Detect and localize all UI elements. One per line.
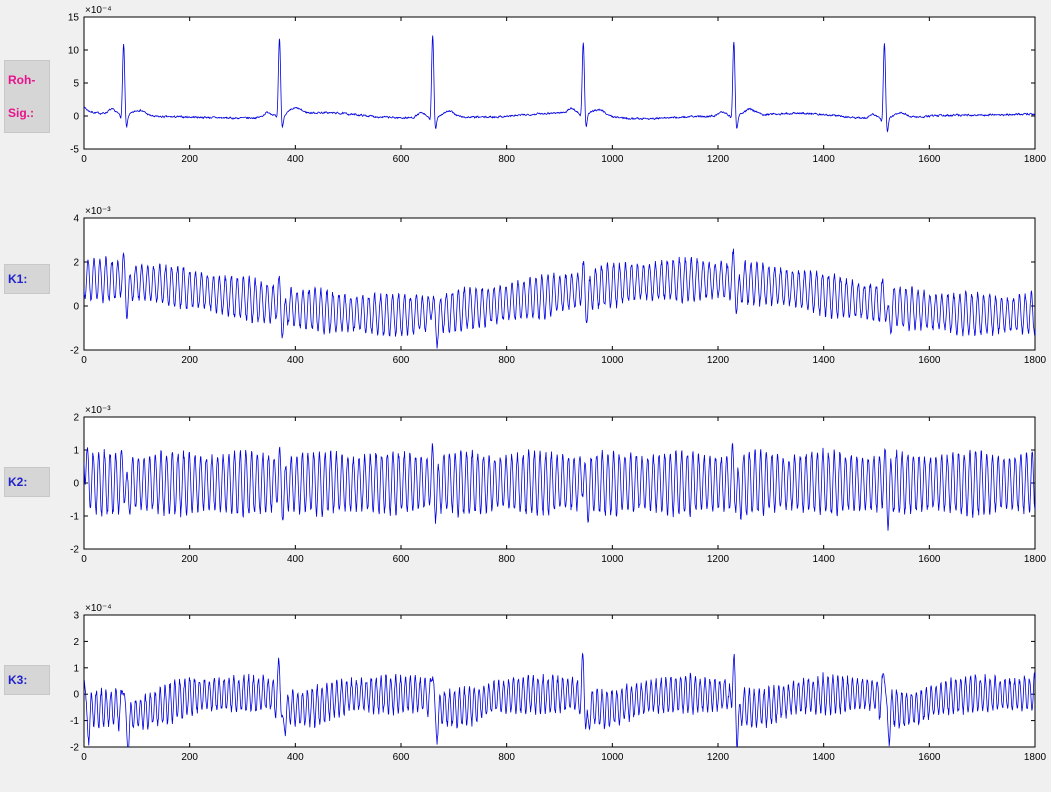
y-tick-label: 2 xyxy=(73,258,79,269)
x-tick-label: 1600 xyxy=(918,355,941,366)
y-tick-label: 2 xyxy=(73,413,79,424)
x-tick-label: 800 xyxy=(498,154,515,165)
x-tick-label: 200 xyxy=(181,554,198,565)
x-tick-label: 800 xyxy=(498,752,515,763)
x-tick-label: 0 xyxy=(81,154,87,165)
plot-area-k2 xyxy=(83,416,1036,550)
x-tick-label: 800 xyxy=(498,355,515,366)
x-tick-label: 1000 xyxy=(601,752,624,763)
x-tick-label: 1800 xyxy=(1024,554,1046,565)
y-tick-label: 0 xyxy=(73,690,79,701)
signal-trace-k2 xyxy=(84,442,1035,531)
x-tick-label: 600 xyxy=(393,355,410,366)
x-tick-label: 1200 xyxy=(707,154,730,165)
x-tick-label: 1800 xyxy=(1024,752,1046,763)
plot-area-k1 xyxy=(83,217,1036,351)
y-scale-label: ×10⁻³ xyxy=(85,206,111,217)
x-tick-label: 200 xyxy=(181,154,198,165)
y-tick-label: 1 xyxy=(73,663,79,674)
x-tick-label: 0 xyxy=(81,752,87,763)
x-tick-label: 400 xyxy=(287,554,304,565)
y-tick-label: 1 xyxy=(73,446,79,457)
y-scale-label: ×10⁻³ xyxy=(85,405,111,416)
label-k1: K1: xyxy=(4,264,50,294)
chart-k3: ×10⁻⁴ 0 200 400 600 800 1000 1200 1400 1600 1800 -2… xyxy=(70,603,1046,763)
label-roh-sig: Roh- Sig.: xyxy=(4,60,50,133)
y-tick-label: -2 xyxy=(70,743,79,754)
x-tick-label: 1800 xyxy=(1024,355,1046,366)
signal-trace-k3 xyxy=(84,652,1035,747)
chart-k1: ×10⁻³ 0 200 400 600 800 1000 1200 1400 1600 1800 -2… xyxy=(70,206,1046,366)
x-tick-label: 400 xyxy=(287,355,304,366)
x-tick-label: 200 xyxy=(181,752,198,763)
x-tick-label: 800 xyxy=(498,554,515,565)
y-tick-label: 3 xyxy=(73,611,79,622)
y-tick-label: -2 xyxy=(70,545,79,556)
x-tick-label: 1200 xyxy=(707,355,730,366)
x-tick-label: 600 xyxy=(393,154,410,165)
y-tick-label: 0 xyxy=(73,302,79,313)
label-k2: K2: xyxy=(4,467,50,497)
label-k3-text: K3: xyxy=(8,673,28,687)
y-tick-label: -2 xyxy=(70,346,79,357)
x-tick-label: 1600 xyxy=(918,554,941,565)
chart-k2: ×10⁻³ 0 200 400 600 800 1000 1200 1400 1600 1800 -2… xyxy=(70,405,1046,565)
x-tick-label: 400 xyxy=(287,154,304,165)
signal-trace-k1 xyxy=(84,248,1035,349)
x-tick-label: 1000 xyxy=(601,154,624,165)
x-tick-label: 1200 xyxy=(707,752,730,763)
plot-area-roh-signal xyxy=(83,16,1036,150)
y-tick-label: 10 xyxy=(68,46,80,57)
x-tick-label: 600 xyxy=(393,554,410,565)
x-tick-label: 0 xyxy=(81,355,87,366)
y-tick-label: -1 xyxy=(70,716,79,727)
x-tick-label: 200 xyxy=(181,355,198,366)
chart-roh-signal: ×10⁻⁴ 0 200 400 600 800 1000 1200 1400 1600 1800 -5… xyxy=(68,5,1046,165)
label-roh-line2: Sig.: xyxy=(8,106,34,121)
y-tick-label: 2 xyxy=(73,637,79,648)
y-tick-label: -5 xyxy=(70,145,79,156)
y-tick-label: -1 xyxy=(70,512,79,523)
y-tick-label: 5 xyxy=(73,79,79,90)
label-roh-line1: Roh- xyxy=(8,72,36,87)
x-tick-label: 1400 xyxy=(813,154,836,165)
x-tick-label: 1400 xyxy=(813,752,836,763)
y-tick-label: 0 xyxy=(73,479,79,490)
x-tick-label: 0 xyxy=(81,554,87,565)
y-tick-label: 4 xyxy=(73,214,79,225)
y-tick-label: 15 xyxy=(68,13,80,24)
label-k1-text: K1: xyxy=(8,272,28,286)
x-tick-label: 1600 xyxy=(918,154,941,165)
x-tick-label: 1000 xyxy=(601,554,624,565)
x-tick-label: 1600 xyxy=(918,752,941,763)
x-tick-label: 1400 xyxy=(813,355,836,366)
label-k2-text: K2: xyxy=(8,475,28,489)
x-tick-label: 400 xyxy=(287,752,304,763)
x-tick-label: 1800 xyxy=(1024,154,1046,165)
x-tick-label: 1200 xyxy=(707,554,730,565)
y-scale-label: ×10⁻⁴ xyxy=(85,603,112,614)
x-tick-label: 1400 xyxy=(813,554,836,565)
x-tick-label: 1000 xyxy=(601,355,624,366)
y-tick-label: 0 xyxy=(73,112,79,123)
label-k3: K3: xyxy=(4,665,50,695)
signal-trace-roh-signal xyxy=(84,35,1035,133)
x-tick-label: 600 xyxy=(393,752,410,763)
plot-area-k3 xyxy=(83,614,1036,748)
y-scale-label: ×10⁻⁴ xyxy=(85,5,112,16)
